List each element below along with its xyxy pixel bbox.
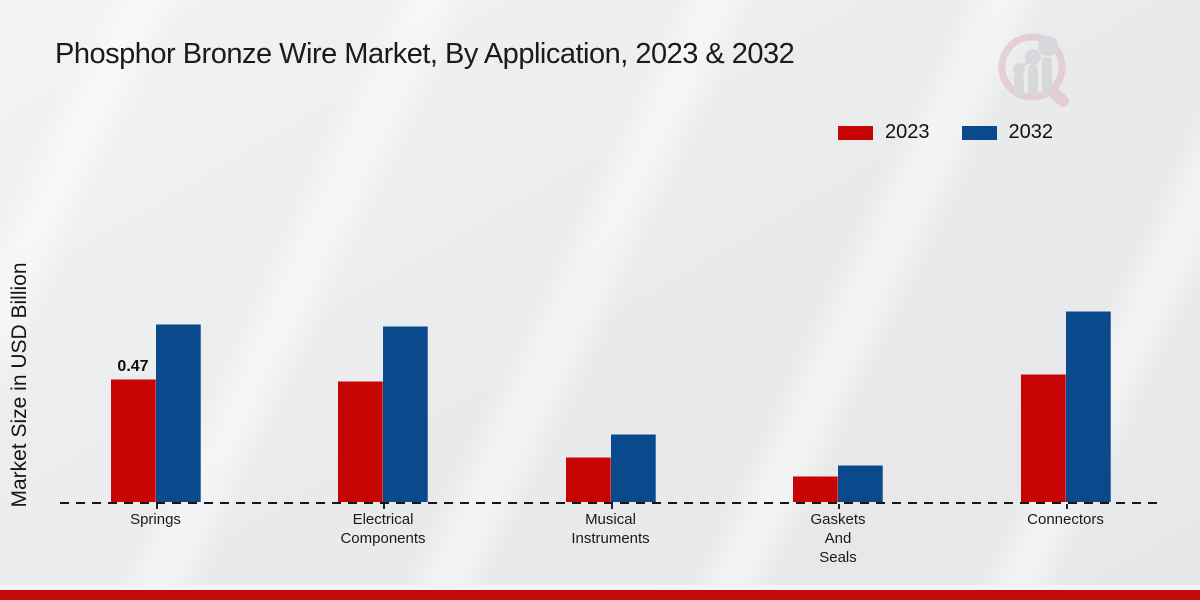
x-axis-tick-electrical-components: [383, 504, 385, 509]
bar-2023-springs: [110, 379, 156, 502]
legend: 2023 2032: [838, 121, 1053, 144]
legend-entry-2032: 2032: [961, 121, 1054, 144]
category-label-connectors: Connectors: [1027, 511, 1104, 528]
bar-2032-electrical-components: [383, 326, 428, 502]
bar-2023-connectors: [1020, 374, 1066, 502]
bottom-accent-bar: [0, 590, 1200, 600]
bar-2032-musical-instruments: [610, 434, 656, 502]
bar-2023-gaskets-and-seals: [793, 476, 838, 502]
bar-2023-electrical-components: [338, 381, 383, 502]
legend-label-2023: 2023: [885, 121, 930, 143]
legend-entry-2023: 2023: [838, 121, 930, 144]
footer-highlight-line: [0, 585, 1200, 590]
category-label-electrical-components: Electrical Components: [340, 511, 426, 547]
x-axis-tick-musical-instruments: [610, 504, 613, 509]
category-label-springs: Springs: [130, 511, 181, 528]
market-research-logo-watermark: [998, 33, 1069, 107]
bar-2032-springs: [155, 324, 201, 502]
legend-swatch-2023: [838, 125, 873, 140]
x-axis-tick-connectors: [1065, 504, 1068, 509]
legend-swatch-2032: [961, 125, 997, 140]
bar-value-label-2023-springs: 0.47: [117, 358, 149, 375]
bar-2032-gaskets-and-seals: [838, 465, 883, 502]
x-axis-baseline: [60, 502, 1158, 504]
category-label-musical-instruments: Musical Instruments: [571, 511, 650, 547]
page-title: Phosphor Bronze Wire Market, By Applicat…: [55, 38, 795, 70]
bar-2023-musical-instruments: [565, 457, 611, 502]
category-label-gaskets-and-seals: Gaskets And Seals: [810, 511, 866, 566]
x-axis-tick-springs: [155, 504, 158, 509]
bar-2032-connectors: [1065, 311, 1111, 502]
x-axis-tick-gaskets-and-seals: [838, 504, 840, 509]
legend-label-2032: 2032: [1008, 121, 1054, 143]
